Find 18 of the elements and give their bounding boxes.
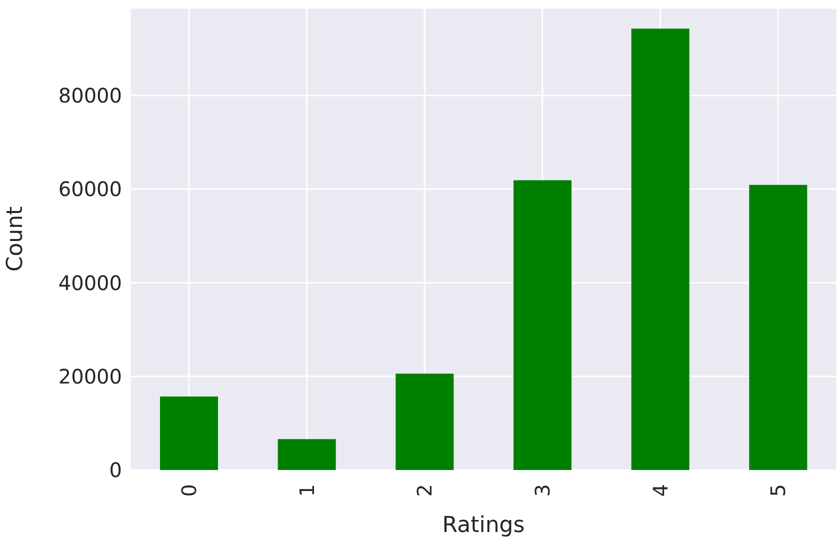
bar <box>278 439 336 470</box>
x-tick-label: 5 <box>766 484 790 497</box>
bar <box>514 180 572 470</box>
y-axis-title: Count <box>2 206 28 272</box>
x-tick-label: 3 <box>530 484 554 497</box>
y-tick-label: 40000 <box>58 270 122 295</box>
bar <box>396 374 454 470</box>
bar <box>631 28 690 470</box>
bar <box>160 396 218 470</box>
bar <box>749 184 808 470</box>
x-tick-label: 4 <box>648 484 672 497</box>
y-tick-label: 80000 <box>58 84 122 108</box>
y-tick-label: 20000 <box>58 364 122 388</box>
x-tick-label: 2 <box>412 484 437 497</box>
x-tick-label: 1 <box>294 484 319 497</box>
y-tick-label: 60000 <box>58 177 122 202</box>
x-axis-title: Ratings <box>442 513 525 538</box>
x-tick-label: 0 <box>176 484 201 497</box>
